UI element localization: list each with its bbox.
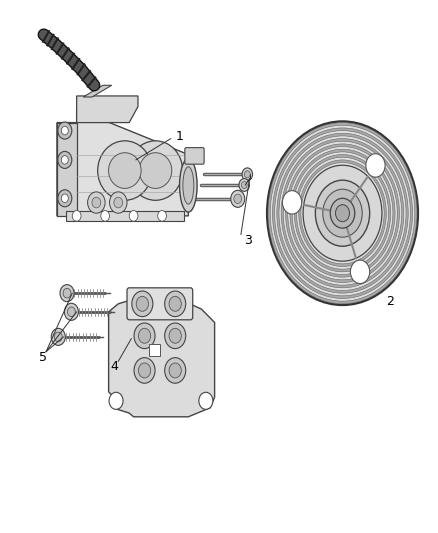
Ellipse shape xyxy=(109,153,141,188)
Circle shape xyxy=(241,181,247,189)
Circle shape xyxy=(134,323,155,349)
Polygon shape xyxy=(57,123,77,216)
Circle shape xyxy=(61,156,68,164)
Text: 3: 3 xyxy=(244,235,252,247)
Circle shape xyxy=(54,332,62,342)
Ellipse shape xyxy=(183,167,194,204)
Circle shape xyxy=(132,291,153,317)
Circle shape xyxy=(165,291,186,317)
Circle shape xyxy=(283,141,402,285)
Circle shape xyxy=(110,192,127,213)
Circle shape xyxy=(199,392,213,409)
Circle shape xyxy=(277,133,408,293)
Ellipse shape xyxy=(180,159,197,212)
Circle shape xyxy=(231,190,245,207)
FancyBboxPatch shape xyxy=(185,148,204,164)
Circle shape xyxy=(138,363,151,378)
Circle shape xyxy=(58,122,72,139)
Circle shape xyxy=(303,165,382,261)
Circle shape xyxy=(60,285,74,302)
Circle shape xyxy=(281,139,404,288)
Text: 1: 1 xyxy=(175,131,183,143)
Circle shape xyxy=(58,190,72,207)
Circle shape xyxy=(244,171,250,178)
Ellipse shape xyxy=(128,141,183,200)
Circle shape xyxy=(169,296,181,311)
Circle shape xyxy=(114,197,123,208)
Circle shape xyxy=(134,358,155,383)
Polygon shape xyxy=(109,298,215,417)
Circle shape xyxy=(88,192,105,213)
Circle shape xyxy=(294,155,391,272)
Polygon shape xyxy=(77,96,138,123)
Polygon shape xyxy=(129,298,188,309)
Circle shape xyxy=(315,180,370,246)
Circle shape xyxy=(239,179,250,191)
Circle shape xyxy=(169,328,181,343)
Circle shape xyxy=(169,363,181,378)
Circle shape xyxy=(61,126,68,135)
Circle shape xyxy=(270,125,415,301)
Circle shape xyxy=(275,131,410,296)
Circle shape xyxy=(336,205,350,222)
Circle shape xyxy=(58,151,72,168)
Circle shape xyxy=(350,260,370,284)
Circle shape xyxy=(165,323,186,349)
Bar xyxy=(149,344,160,356)
Polygon shape xyxy=(83,85,112,97)
Ellipse shape xyxy=(139,153,172,188)
Text: 4: 4 xyxy=(110,360,118,373)
Circle shape xyxy=(129,211,138,221)
Circle shape xyxy=(297,157,389,269)
Circle shape xyxy=(51,328,65,345)
Circle shape xyxy=(283,191,302,214)
Circle shape xyxy=(366,154,385,177)
Circle shape xyxy=(279,136,406,290)
Circle shape xyxy=(242,168,253,181)
Ellipse shape xyxy=(98,141,152,200)
Circle shape xyxy=(299,160,386,266)
Circle shape xyxy=(272,128,413,298)
Polygon shape xyxy=(66,211,184,221)
Circle shape xyxy=(109,392,123,409)
Circle shape xyxy=(267,122,418,305)
Circle shape xyxy=(323,189,362,237)
Text: 2: 2 xyxy=(386,295,394,308)
Circle shape xyxy=(288,147,397,280)
Circle shape xyxy=(136,296,148,311)
Circle shape xyxy=(330,198,355,228)
Circle shape xyxy=(63,288,71,298)
Circle shape xyxy=(67,307,75,317)
Circle shape xyxy=(64,303,78,320)
Circle shape xyxy=(165,358,186,383)
Polygon shape xyxy=(57,109,188,216)
Circle shape xyxy=(268,123,417,304)
Circle shape xyxy=(158,211,166,221)
Circle shape xyxy=(234,194,242,204)
Circle shape xyxy=(92,197,101,208)
Circle shape xyxy=(61,194,68,203)
Text: 5: 5 xyxy=(39,351,47,364)
Circle shape xyxy=(301,163,384,264)
Circle shape xyxy=(138,328,151,343)
Circle shape xyxy=(72,211,81,221)
Circle shape xyxy=(286,144,399,282)
Circle shape xyxy=(101,211,110,221)
Circle shape xyxy=(290,149,395,277)
Circle shape xyxy=(292,152,393,274)
FancyBboxPatch shape xyxy=(127,288,193,320)
